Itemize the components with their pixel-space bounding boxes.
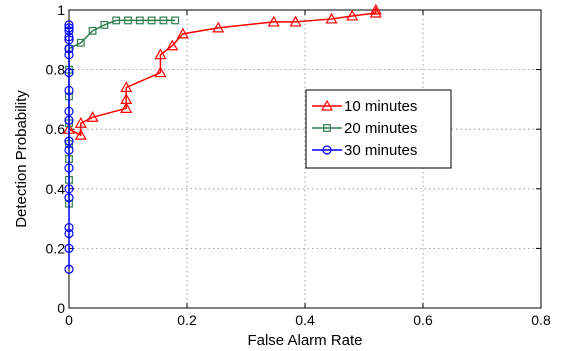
data-point [120, 102, 133, 113]
data-point [64, 228, 74, 239]
data-point [88, 26, 97, 35]
data-point [369, 3, 382, 15]
legend-marker [322, 145, 332, 155]
data-point [100, 21, 109, 29]
data-point [74, 117, 87, 128]
data-point [64, 23, 74, 33]
data-point [154, 48, 167, 60]
data-point [176, 27, 189, 39]
data-point [64, 163, 74, 173]
series-group [62, 3, 382, 274]
legend-marker [323, 124, 331, 132]
data-point [289, 15, 302, 27]
x-tick-label: 0.8 [531, 312, 551, 328]
data-point [64, 32, 74, 42]
data-point [147, 16, 156, 25]
y-tick-label: 0.4 [46, 181, 66, 197]
data-point [64, 222, 74, 233]
data-point [124, 16, 132, 25]
data-point [120, 93, 133, 105]
y-tick-label: 0.8 [46, 62, 66, 78]
legend-label: 30 minutes [344, 142, 417, 159]
data-point [64, 106, 74, 116]
y-tick-label: 0.2 [46, 240, 66, 256]
data-point [171, 16, 180, 25]
legend-label: 20 minutes [344, 120, 417, 137]
data-point [64, 115, 74, 125]
series-2 [64, 20, 74, 274]
data-point [86, 111, 99, 122]
data-point [267, 15, 280, 27]
data-point [346, 9, 359, 21]
y-tick-label: 1 [57, 2, 65, 18]
data-point [166, 39, 179, 51]
x-axis-label: False Alarm Rate [247, 332, 362, 349]
data-point [325, 12, 338, 24]
data-point [74, 128, 87, 140]
series-0 [62, 3, 382, 140]
data-point [64, 136, 74, 146]
data-point [64, 85, 74, 96]
legend-item: 30 minutes [312, 142, 417, 159]
data-point [64, 184, 74, 194]
data-point [212, 21, 225, 33]
y-tick-label: 0 [57, 300, 65, 316]
data-point [76, 38, 85, 47]
x-tick-label: 0.6 [413, 312, 433, 328]
legend: 10 minutes 20 minutes 30 minutes [305, 89, 452, 169]
legend-marker [320, 99, 334, 111]
axis-ticks: 0 0.2 0.4 0.6 0.8 0 0.2 0.4 0.6 0.8 1 [46, 2, 551, 328]
y-tick-label: 0.6 [46, 121, 66, 137]
data-point [154, 66, 167, 78]
data-point [64, 264, 74, 274]
data-point [64, 193, 74, 203]
legend-item: 20 minutes [312, 120, 417, 137]
data-point [64, 50, 74, 60]
data-point [64, 20, 74, 30]
x-tick-label: 0.2 [177, 312, 197, 328]
data-point [64, 243, 74, 253]
y-axis-label: Detection Probability [13, 90, 30, 228]
data-point [369, 6, 382, 18]
x-tick-label: 0.4 [295, 312, 315, 328]
data-point [64, 26, 74, 36]
legend-label: 10 minutes [344, 98, 417, 115]
data-point [64, 35, 74, 45]
data-point [112, 16, 121, 25]
data-point [159, 16, 168, 25]
data-point [64, 44, 74, 54]
data-point [64, 67, 74, 78]
x-tick-label: 0 [65, 312, 73, 328]
data-point [64, 145, 74, 155]
legend-item: 10 minutes [312, 98, 417, 115]
data-point [120, 81, 133, 93]
data-point [135, 16, 144, 25]
